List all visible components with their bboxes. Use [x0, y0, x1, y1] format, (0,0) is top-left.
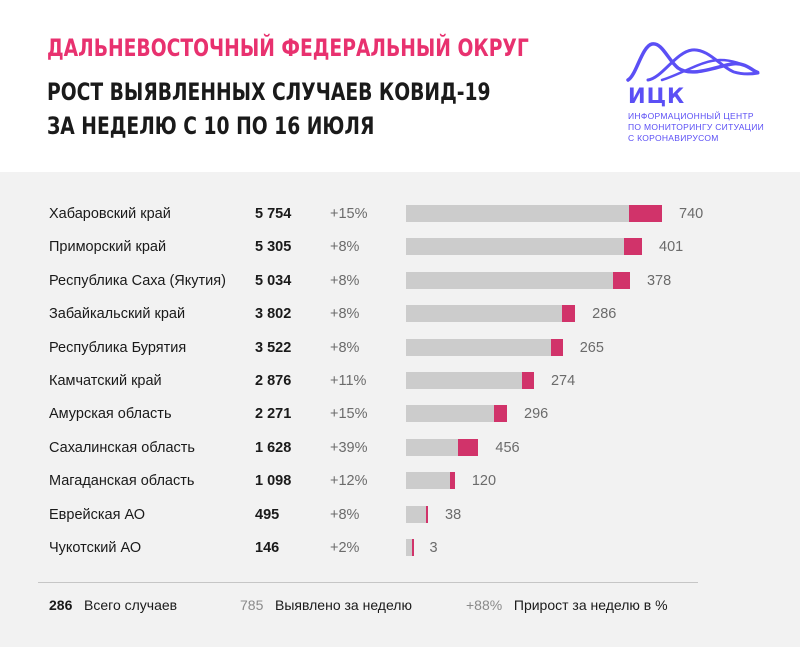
legend-weekly-value: 785: [240, 597, 264, 613]
table-row: Амурская область 2 271 +15% 296: [0, 398, 800, 431]
bar-label-new-cases: 38: [445, 506, 462, 523]
total-cases: 5 305: [255, 239, 292, 256]
bar-label-new-cases: 265: [579, 339, 604, 356]
total-cases: 2 271: [255, 406, 292, 423]
weekly-growth: +15%: [330, 206, 368, 222]
total-cases: 1 628: [255, 439, 292, 456]
header: ДАЛЬНЕВОСТОЧНЫЙ ФЕДЕРАЛЬНЫЙ ОКРУГ РОСТ В…: [0, 0, 800, 172]
bar-new-cases: [449, 472, 455, 490]
bar-previous-cases: [406, 472, 450, 490]
bar-label-new-cases: 120: [471, 473, 497, 490]
region-name: Сахалинская область: [49, 439, 195, 456]
total-cases: 3 802: [255, 306, 292, 323]
legend-weekly-label: Выявлено за неделю: [275, 597, 412, 613]
bar-previous-cases: [406, 205, 630, 222]
legend-divider: [38, 582, 698, 583]
weekly-growth: +8%: [330, 272, 360, 289]
total-cases: 5 754: [255, 206, 292, 222]
logo-sub-line: ПО МОНИТОРИНГУ СИТУАЦИИ: [628, 122, 765, 132]
weekly-growth: +8%: [330, 339, 360, 356]
bar-previous-cases: [406, 305, 563, 323]
bar-label-new-cases: 378: [646, 272, 672, 289]
bar-new-cases: [493, 405, 508, 423]
weekly-growth: +12%: [330, 473, 368, 490]
bar-label-new-cases: 274: [550, 373, 576, 389]
bar-previous-cases: [406, 505, 427, 523]
logo-name: ИЦК: [628, 84, 686, 108]
region-name: Республика Бурятия: [49, 339, 187, 356]
weekly-growth: +8%: [330, 239, 360, 256]
title-district: ДАЛЬНЕВОСТОЧНЫЙ ФЕДЕРАЛЬНЫЙ ОКРУГ: [47, 34, 529, 62]
table-row: Приморский край 5 305 +8% 401: [0, 231, 800, 264]
region-name: Забайкальский край: [49, 306, 186, 323]
logo-subtitle: ИНФОРМАЦИОННЫЙ ЦЕНТР ПО МОНИТОРИНГУ СИТУ…: [628, 111, 798, 144]
bar-new-cases: [624, 238, 642, 256]
weekly-growth: +11%: [330, 373, 367, 389]
region-name: Чукотский АО: [49, 540, 142, 556]
table-row: Еврейская АО 495 +8% 38: [0, 499, 800, 532]
weekly-growth: +39%: [330, 439, 368, 456]
logo-sub-line: С КОРОНАВИРУСОМ: [628, 133, 719, 143]
region-name: Магаданская область: [49, 473, 195, 490]
title-period: ЗА НЕДЕЛЮ С 10 ПО 16 ИЮЛЯ: [47, 112, 375, 140]
region-name: Приморский край: [49, 239, 167, 256]
bar-previous-cases: [406, 405, 494, 423]
bar-label-new-cases: 740: [679, 206, 704, 222]
chart-panel: [0, 172, 800, 647]
logo-wave-icon: [626, 42, 760, 82]
region-name: Амурская область: [49, 406, 172, 423]
bar-new-cases: [458, 438, 479, 456]
logo-sub-line: ИНФОРМАЦИОННЫЙ ЦЕНТР: [628, 111, 754, 121]
weekly-growth: +8%: [330, 306, 360, 323]
region-name: Хабаровский край: [49, 206, 171, 222]
legend-growth: +88% Прирост за неделю в %: [466, 597, 668, 613]
weekly-growth: +15%: [330, 406, 368, 423]
legend-weekly: 785 Выявлено за неделю: [240, 597, 412, 613]
bar-new-cases: [521, 372, 534, 389]
table-row: Республика Бурятия 3 522 +8% 265: [0, 332, 800, 365]
table-row: Камчатский край 2 876 +11% 274: [0, 365, 800, 398]
bar-previous-cases: [406, 271, 614, 289]
total-cases: 2 876: [255, 373, 292, 389]
legend-total-value: 286: [49, 597, 73, 613]
total-cases: 1 098: [255, 473, 292, 490]
bar-new-cases: [629, 205, 662, 222]
total-cases: 3 522: [255, 339, 292, 356]
bar-previous-cases: [406, 539, 413, 556]
bar-label-new-cases: 3: [429, 540, 438, 556]
total-cases: 146: [255, 540, 280, 556]
bar-previous-cases: [406, 438, 459, 456]
bar-label-new-cases: 286: [592, 306, 617, 323]
title-main: РОСТ ВЫЯВЛЕННЫХ СЛУЧАЕВ КОВИД-19: [47, 78, 491, 106]
region-name: Республика Саха (Якутия): [49, 272, 226, 289]
bar-new-cases: [412, 539, 415, 556]
table-row: Магаданская область 1 098 +12% 120: [0, 465, 800, 498]
legend-total-label: Всего случаев: [84, 597, 178, 613]
weekly-growth: +8%: [330, 506, 360, 523]
bar-previous-cases: [406, 338, 551, 356]
legend-growth-value: +88%: [466, 597, 503, 613]
bar-label-new-cases: 456: [495, 439, 520, 456]
bar-previous-cases: [406, 372, 522, 389]
bar-new-cases: [550, 338, 563, 356]
total-cases: 5 034: [255, 272, 292, 289]
bar-label-new-cases: 296: [524, 406, 549, 423]
bar-previous-cases: [406, 238, 625, 256]
bar-new-cases: [562, 305, 576, 323]
bar-label-new-cases: 401: [659, 239, 684, 256]
total-cases: 495: [255, 506, 280, 523]
table-row: Хабаровский край 5 754 +15% 740: [0, 198, 800, 231]
table-row: Забайкальский край 3 802 +8% 286: [0, 298, 800, 331]
region-name: Камчатский край: [49, 373, 162, 389]
weekly-growth: +2%: [330, 540, 360, 556]
bar-new-cases: [613, 271, 630, 289]
table-row: Республика Саха (Якутия) 5 034 +8% 378: [0, 265, 800, 298]
region-name: Еврейская АО: [49, 506, 146, 523]
bar-new-cases: [426, 505, 429, 523]
legend-growth-label: Прирост за неделю в %: [513, 597, 668, 613]
table-row: Чукотский АО 146 +2% 3: [0, 532, 800, 565]
table-row: Сахалинская область 1 628 +39% 456: [0, 432, 800, 465]
legend-total: 286 Всего случаев: [49, 597, 177, 613]
